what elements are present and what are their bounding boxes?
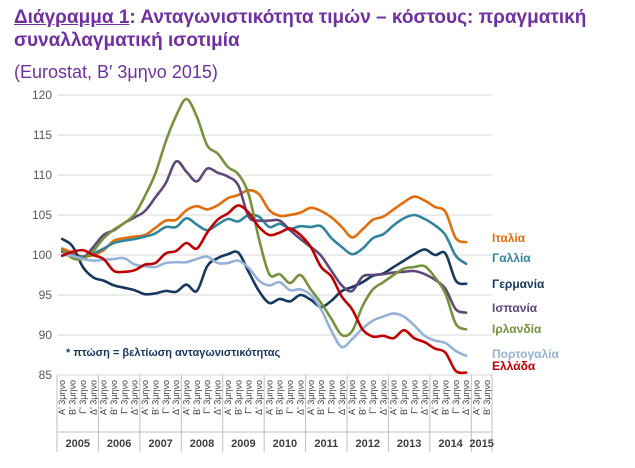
quarter-tick-label: Β' 3μηνο xyxy=(192,380,202,415)
quarter-tick-label: Γ' 3μηνο xyxy=(202,380,212,414)
quarter-tick-label: Α' 3μηνο xyxy=(140,380,150,415)
quarter-tick-label: Δ' 3μηνο xyxy=(378,380,388,415)
year-label-2011: 2011 xyxy=(314,438,338,450)
quarter-tick-label: Α' 3μηνο xyxy=(57,380,67,415)
quarter-tick-label: Α' 3μηνο xyxy=(306,380,316,415)
quarter-tick-label: Α' 3μηνο xyxy=(471,380,481,415)
quarter-tick-label: Β' 3μηνο xyxy=(150,380,160,415)
series-line-Ιταλία xyxy=(60,188,468,258)
series-label-Γερμανία: Γερμανία xyxy=(492,277,545,291)
quarter-tick-label: Δ' 3μηνο xyxy=(461,380,471,415)
quarter-tick-label: Γ' 3μηνο xyxy=(78,380,88,414)
quarter-tick-label: Γ' 3μηνο xyxy=(409,380,419,414)
quarter-tick-label: Β' 3μηνο xyxy=(109,380,119,415)
quarter-tick-label: Α' 3μηνο xyxy=(223,380,233,415)
quarter-tick-label: Δ' 3μηνο xyxy=(254,380,264,415)
y-tick-label-100: 100 xyxy=(32,248,52,262)
year-label-2012: 2012 xyxy=(355,438,379,450)
chart-title-rest: : Ανταγωνιστικότητα τιμών – κόστους: πρα… xyxy=(14,7,587,51)
y-tick-label-115: 115 xyxy=(33,128,52,142)
quarter-tick-label: Β' 3μηνο xyxy=(233,380,243,415)
quarter-tick-label: Β' 3μηνο xyxy=(482,380,492,415)
year-label-2015: 2015 xyxy=(469,438,493,450)
quarter-tick-label: Δ' 3μηνο xyxy=(420,380,430,415)
quarter-tick-label: Α' 3μηνο xyxy=(264,380,274,415)
series-line-Πορτογαλία xyxy=(60,253,468,358)
quarter-tick-label: Α' 3μηνο xyxy=(99,380,109,415)
quarter-tick-label: Γ' 3μηνο xyxy=(326,380,336,414)
series-label-Πορτογαλία: Πορτογαλία xyxy=(492,347,559,361)
quarter-tick-label: Β' 3μηνο xyxy=(316,380,326,415)
quarter-tick-label: Γ' 3μηνο xyxy=(451,380,461,414)
y-tick-label-90: 90 xyxy=(39,328,53,342)
quarter-tick-label: Δ' 3μηνο xyxy=(88,380,98,415)
y-tick-label-85: 85 xyxy=(39,368,53,382)
quarter-tick-label: Β' 3μηνο xyxy=(275,380,285,415)
chart-subtitle: (Eurostat, Β′ 3μηνο 2015) xyxy=(14,62,218,82)
chart-title-lead: Διάγραμμα 1 xyxy=(14,7,130,28)
series-line-Ισπανία xyxy=(60,159,468,314)
series-label-Ιταλία: Ιταλία xyxy=(492,231,526,245)
quarter-tick-label: Α' 3μηνο xyxy=(430,380,440,415)
year-label-2010: 2010 xyxy=(273,438,297,450)
quarter-tick-label: Δ' 3μηνο xyxy=(130,380,140,415)
year-label-2009: 2009 xyxy=(231,438,255,450)
series-line-Γερμανία xyxy=(60,237,468,309)
quarter-tick-label: Δ' 3μηνο xyxy=(295,380,305,415)
quarter-tick-label: Γ' 3μηνο xyxy=(244,380,254,414)
y-tick-label-110: 110 xyxy=(33,168,52,182)
quarter-tick-label: Α' 3μηνο xyxy=(389,380,399,415)
quarter-tick-label: Β' 3μηνο xyxy=(399,380,409,415)
quarter-tick-label: Α' 3μηνο xyxy=(347,380,357,415)
year-label-2007: 2007 xyxy=(148,438,172,450)
year-label-2014: 2014 xyxy=(438,438,463,450)
year-label-2013: 2013 xyxy=(397,438,421,450)
series-label-Ισπανία: Ισπανία xyxy=(492,301,538,315)
quarter-tick-label: Γ' 3μηνο xyxy=(368,380,378,414)
quarter-tick-label: Α' 3μηνο xyxy=(181,380,191,415)
year-label-2005: 2005 xyxy=(65,438,89,450)
quarter-tick-label: Δ' 3μηνο xyxy=(213,380,223,415)
y-tick-label-105: 105 xyxy=(32,208,52,222)
year-label-2008: 2008 xyxy=(190,438,214,450)
competitiveness-note: * πτώση = βελτίωση ανταγωνιστικότητας xyxy=(66,347,281,359)
quarter-tick-label: Β' 3μηνο xyxy=(440,380,450,415)
year-label-2006: 2006 xyxy=(107,438,131,450)
quarter-tick-label: Β' 3μηνο xyxy=(68,380,78,415)
chart-title: Διάγραμμα 1: Ανταγωνιστικότητα τιμών – κ… xyxy=(14,6,624,52)
quarter-tick-label: Δ' 3μηνο xyxy=(171,380,181,415)
series-line-Ελλάδα xyxy=(60,204,468,375)
y-tick-label-95: 95 xyxy=(39,288,53,302)
y-tick-label-120: 120 xyxy=(32,88,52,102)
quarter-tick-label: Γ' 3μηνο xyxy=(161,380,171,414)
quarter-tick-label: Γ' 3μηνο xyxy=(119,380,129,414)
quarter-tick-label: Γ' 3μηνο xyxy=(285,380,295,414)
series-line-Ιρλανδία xyxy=(60,97,468,338)
quarter-tick-label: Δ' 3μηνο xyxy=(337,380,347,415)
series-label-Ελλάδα: Ελλάδα xyxy=(492,359,536,373)
series-label-Γαλλία: Γαλλία xyxy=(492,251,531,265)
quarter-tick-label: Β' 3μηνο xyxy=(358,380,368,415)
series-label-Ιρλανδία: Ιρλανδία xyxy=(492,322,542,336)
